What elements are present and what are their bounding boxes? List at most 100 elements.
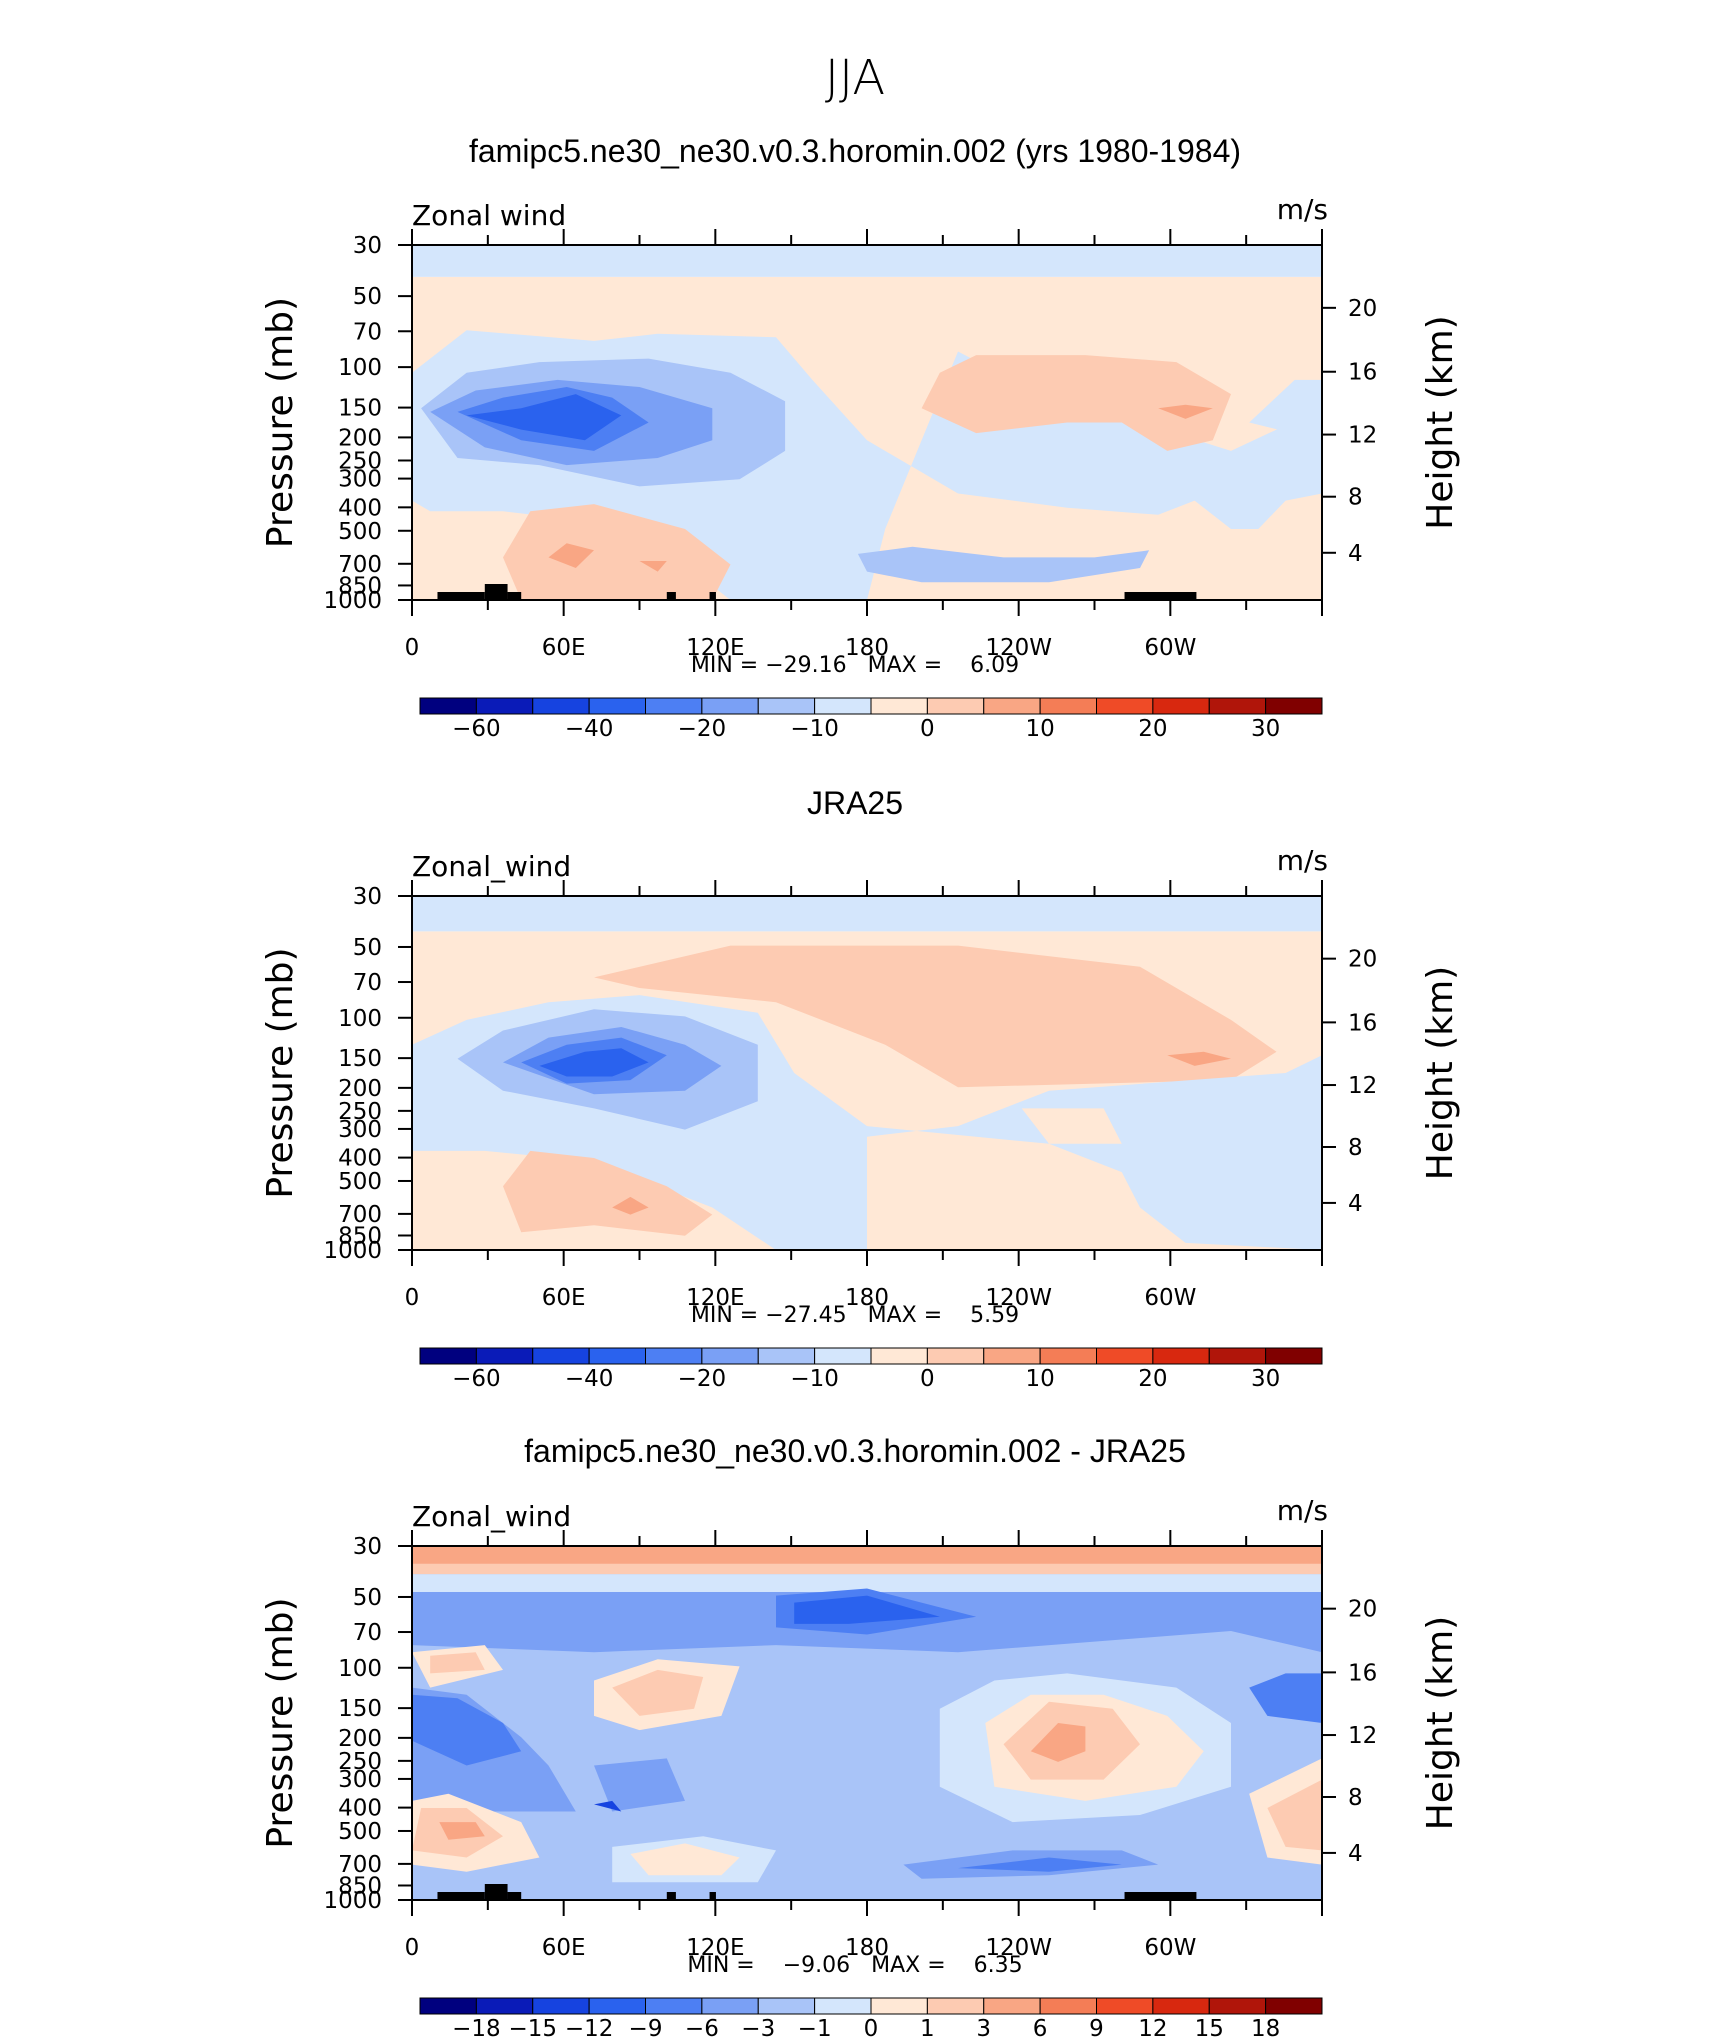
pressure-tick-label: 250 [338, 1749, 382, 1775]
figure-title: JJA [825, 50, 885, 106]
variable-label: Zonal wind [412, 199, 566, 232]
colorbar-label: −9 [629, 2016, 663, 2038]
colorbar-label: −12 [565, 2016, 614, 2038]
x-tick-label: 120E [686, 1935, 744, 1961]
colorbar-label: 6 [1033, 2016, 1048, 2038]
colorbar-swatch [701, 1997, 759, 2015]
contour-region-15 [1030, 1723, 1086, 1762]
colorbar-label: −40 [565, 716, 614, 742]
x-tick-label: 120W [985, 1935, 1052, 1961]
pressure-tick-label: 1000 [323, 588, 382, 614]
height-tick-label: 16 [1348, 1660, 1377, 1686]
contour-region-15 [1249, 379, 1322, 441]
contour-region-13 [548, 543, 594, 568]
height-tick-label: 12 [1348, 1073, 1377, 1099]
min-max-label: MIN = −29.16 MAX = 6.09 [691, 653, 1019, 678]
pressure-tick-label: 250 [338, 1099, 382, 1125]
colorbar-swatch [645, 1347, 703, 1365]
colorbar-swatch [532, 697, 590, 715]
units-label: m/s [1277, 1494, 1328, 1527]
x-tick-label: 180 [845, 635, 889, 661]
contour-region-8 [921, 355, 1231, 451]
colorbar-swatch [1096, 1347, 1154, 1365]
pressure-tick-label: 300 [338, 1117, 382, 1143]
colorbar-swatch [419, 1347, 477, 1365]
colorbar-swatch [532, 1347, 590, 1365]
pressure-tick-label: 300 [338, 467, 382, 493]
x-tick-label: 180 [845, 1935, 889, 1961]
contour-fill [412, 896, 1322, 1250]
colorbar-swatch [757, 1347, 816, 1365]
colorbar-label: 30 [1251, 716, 1280, 742]
orography-block-1 [437, 592, 485, 600]
colorbar-swatch [926, 1347, 985, 1365]
pressure-tick-label: 700 [338, 1852, 382, 1878]
x-tick-label: 0 [405, 1285, 420, 1311]
pressure-tick-label: 30 [353, 884, 382, 910]
pressure-tick-label: 100 [338, 1006, 382, 1032]
orography-block-5 [709, 592, 716, 600]
colorbar-label: 10 [1025, 1366, 1054, 1392]
pressure-tick-label: 50 [353, 1585, 382, 1611]
colorbar-swatch [1039, 1347, 1097, 1365]
x-tick-label: 60W [1144, 1935, 1196, 1961]
pressure-tick-label: 30 [353, 233, 382, 259]
colorbar-swatch [870, 1997, 928, 2015]
orography-block-2 [484, 584, 508, 600]
colorbar-label: 1 [920, 2016, 935, 2038]
pressure-tick-label: 200 [338, 1726, 382, 1752]
colorbar-swatch [814, 697, 872, 715]
colorbar-label: −18 [452, 2016, 501, 2038]
pressure-tick-label: 30 [353, 1534, 382, 1560]
contour-region-2 [412, 896, 1322, 932]
contour-region-26 [630, 1843, 740, 1876]
pressure-tick-label: 250 [338, 448, 382, 474]
colorbar-swatch [645, 1997, 703, 2015]
x-tick-label: 0 [405, 1935, 420, 1961]
pressure-tick-label: 850 [338, 1223, 382, 1249]
colorbar: −60 −40 −20 −10 0 10 20 30 [419, 1347, 1323, 1392]
contour-region-14 [639, 561, 667, 572]
height-tick-label: 12 [1348, 423, 1377, 449]
pressure-tick-label: 70 [353, 319, 382, 345]
min-max-label: MIN = −9.06 MAX = 6.35 [687, 1953, 1022, 1978]
pressure-tick-label: 70 [353, 1620, 382, 1646]
colorbar-swatch [475, 1997, 534, 2015]
panel-1: famipc5.ne30_ne30.v0.3.horomin.002 (yrs … [260, 133, 1461, 742]
colorbar-label: 18 [1251, 2016, 1280, 2038]
colorbar-label: 12 [1138, 2016, 1167, 2038]
pressure-tick-label: 150 [338, 396, 382, 422]
colorbar-swatch [1265, 1997, 1323, 2015]
orography-block-3 [507, 1892, 522, 1900]
colorbar-label: −20 [678, 716, 727, 742]
pressure-tick-label: 400 [338, 1796, 382, 1822]
colorbar-swatch [588, 1997, 646, 2015]
pressure-tick-label: 700 [338, 1202, 382, 1228]
contour-region-28 [958, 1857, 1122, 1872]
colorbar: −60 −40 −20 −10 0 10 20 30 [419, 697, 1323, 742]
colorbar-swatch [701, 1347, 759, 1365]
contour-region-7 [794, 1595, 940, 1624]
pressure-tick-label: 500 [338, 1819, 382, 1845]
contour-region-4 [412, 1574, 1322, 1592]
colorbar-swatch [983, 1347, 1041, 1365]
contour-region-11 [612, 1196, 649, 1215]
x-tick-label: 60E [542, 635, 586, 661]
colorbar-label: −6 [685, 2016, 719, 2038]
colorbar-label: 0 [864, 2016, 879, 2038]
colorbar-label: −1 [798, 2016, 832, 2038]
orography-block-3 [507, 592, 522, 600]
colorbar-swatch [588, 1347, 646, 1365]
height-tick-label: 8 [1348, 485, 1363, 511]
panel-3: famipc5.ne30_ne30.v0.3.horomin.002 - JRA… [260, 1433, 1461, 2038]
x-tick-label: 0 [405, 635, 420, 661]
pressure-tick-label: 150 [338, 1696, 382, 1722]
contour-region-2 [412, 245, 1322, 277]
contour-region-19 [430, 1652, 485, 1674]
colorbar-swatch [983, 697, 1041, 715]
colorbar-swatch [1152, 1997, 1210, 2015]
colorbar-label: −15 [508, 2016, 557, 2038]
colorbar-swatch [1039, 697, 1097, 715]
orography-block-1 [437, 1892, 485, 1900]
orography [437, 584, 1197, 600]
